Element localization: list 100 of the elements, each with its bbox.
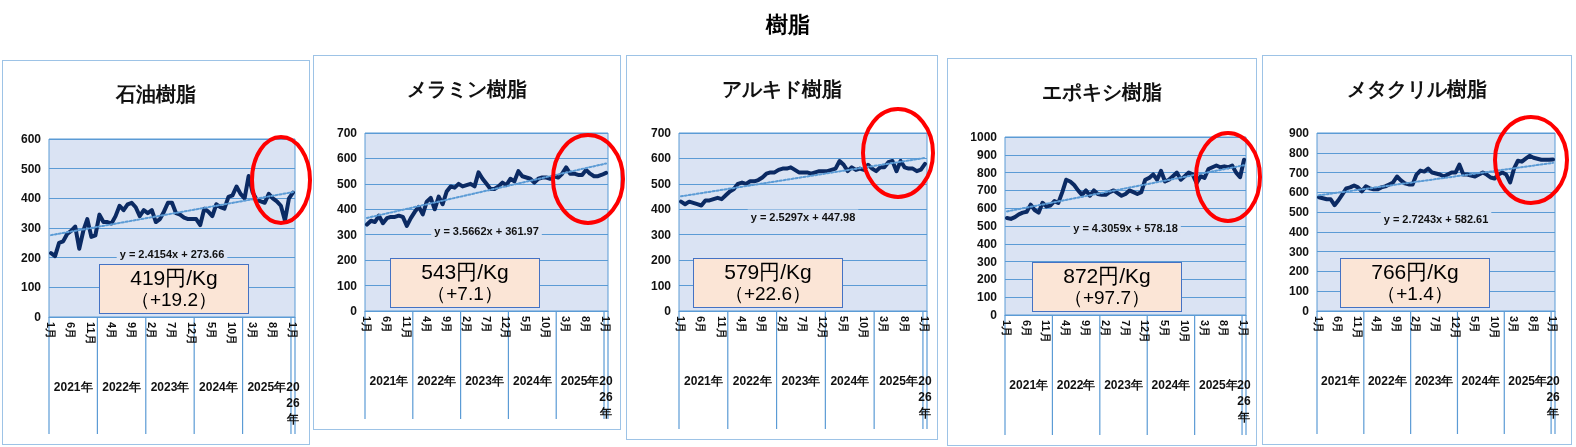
y-tick-label: 300 — [976, 254, 998, 269]
y-tick-label: 600 — [336, 151, 358, 166]
y-tick-label: 0 — [1302, 304, 1310, 318]
x-tick-label: 5月 — [1159, 320, 1172, 338]
x-tick-label: 2月 — [460, 316, 473, 334]
text: 2026年 — [1546, 374, 1561, 420]
x-tick-label: 4月 — [1371, 316, 1384, 334]
x-tick-label: 9月 — [1079, 320, 1092, 338]
y-tick-label: 500 — [20, 161, 42, 176]
text: 2024年 — [512, 374, 552, 388]
annotation: 766円/Kg — [1370, 260, 1460, 283]
y-tick-label: 700 — [650, 126, 672, 140]
text: 2023年 — [465, 374, 504, 388]
x-tick-label: 8月 — [1218, 320, 1231, 338]
y-tick-label: 1000 — [970, 130, 998, 144]
x-tick-label: 6月 — [695, 316, 708, 334]
x-tick-label: 1月 — [45, 322, 58, 340]
y-tick-label: 900 — [976, 147, 998, 162]
y-tick-label: 0 — [664, 304, 672, 318]
y-tick-label: 200 — [336, 253, 358, 268]
text: y = 4.3059x + 578.18 — [1073, 222, 1178, 235]
y-tick-label: 400 — [1288, 224, 1310, 239]
text: 2025年 — [1508, 374, 1548, 388]
text: 2022年 — [732, 374, 772, 388]
annotation: （+19.2） — [129, 289, 219, 311]
y-tick-label: 0 — [990, 308, 998, 322]
y-tick-label: 400 — [650, 202, 672, 217]
x-tick-label: 2月 — [1099, 320, 1112, 338]
x-tick-label: 1月 — [918, 316, 931, 334]
x-tick-label: 3月 — [1508, 316, 1521, 334]
x-tick-label: 9月 — [125, 322, 138, 340]
x-tick-label: 1月 — [1547, 316, 1560, 334]
x-tick-label: 9月 — [1390, 316, 1403, 334]
y-tick-label: 300 — [20, 221, 42, 235]
text: 2021年 — [1009, 378, 1049, 392]
y-tick-label: 0 — [350, 304, 358, 318]
text: 2026年 — [285, 380, 300, 426]
x-tick-label: 6月 — [380, 316, 393, 334]
x-tick-label: 10月 — [226, 322, 239, 346]
chart-title: メラミン樹脂 — [406, 78, 527, 100]
x-tick-label: 2月 — [776, 316, 789, 334]
x-tick-label: 10月 — [857, 316, 870, 340]
text: 2022年 — [417, 374, 457, 388]
y-tick-label: 600 — [20, 132, 42, 146]
text: 2023年 — [781, 374, 821, 388]
annotation: 579円/Kg — [723, 260, 813, 283]
chart-title: アルキド樹脂 — [721, 78, 842, 100]
y-tick-label: 800 — [976, 165, 998, 180]
text: 2021年 — [684, 374, 723, 388]
y-tick-label: 300 — [1288, 244, 1310, 259]
x-tick-label: 1月 — [675, 316, 688, 334]
text: 2023年 — [1104, 378, 1143, 392]
line-series — [679, 158, 927, 208]
x-tick-label: 2月 — [145, 322, 158, 340]
y-tick-label: 100 — [650, 278, 672, 293]
y-tick-label: 900 — [1288, 126, 1310, 140]
chart-title: 石油樹脂 — [114, 83, 196, 105]
x-tick-label: 5月 — [206, 322, 219, 340]
annotation: 872円/Kg — [1062, 264, 1152, 287]
annotation: （+7.1） — [426, 283, 504, 305]
y-tick-label: 500 — [336, 176, 358, 191]
x-tick-label: 12月 — [1139, 320, 1152, 344]
y-tick-label: 200 — [650, 253, 672, 268]
text: 2023年 — [1414, 374, 1454, 388]
annotation: （+97.7） — [1062, 287, 1152, 309]
text: 2026年 — [1237, 378, 1252, 424]
x-tick-label: 5月 — [520, 316, 533, 334]
x-tick-label: 1月 — [286, 322, 299, 340]
y-tick-label: 400 — [20, 191, 42, 206]
y-tick-label: 0 — [34, 310, 42, 324]
x-tick-label: 4月 — [736, 316, 749, 334]
text: 2021年 — [369, 374, 409, 388]
text: 2023年 — [150, 380, 190, 394]
line-series — [49, 174, 295, 259]
x-tick-label: 9月 — [440, 316, 453, 334]
text: 2025年 — [1198, 378, 1238, 392]
annotation: （+22.6） — [723, 283, 813, 305]
y-tick-label: 700 — [976, 183, 998, 198]
x-tick-label: 11月 — [1351, 316, 1364, 339]
x-tick-label: 1月 — [1238, 320, 1251, 338]
x-tick-label: 12月 — [1449, 316, 1462, 340]
text: 2026年 — [599, 374, 613, 420]
series-label: y = 3.5662x + 361.97 — [434, 224, 539, 237]
text: 樹脂 — [764, 11, 811, 39]
x-tick-label: 9月 — [756, 316, 769, 334]
y-tick-label: 100 — [20, 280, 42, 295]
x-tick-label: 4月 — [1060, 320, 1073, 338]
text: y = 2.7243x + 582.61 — [1383, 213, 1489, 226]
x-tick-label: 10月 — [1178, 320, 1191, 344]
y-tick-label: 600 — [650, 151, 672, 166]
y-tick-label: 500 — [650, 176, 672, 191]
x-tick-label: 1月 — [1000, 320, 1013, 338]
x-tick-label: 4月 — [420, 316, 433, 334]
y-tick-label: 100 — [336, 278, 358, 293]
y-tick-label: 600 — [976, 201, 998, 216]
x-tick-label: 11月 — [1040, 320, 1053, 343]
annotation: 419円/Kg — [129, 266, 219, 289]
x-tick-label: 12月 — [817, 316, 830, 340]
y-tick-label: 500 — [976, 219, 998, 233]
text: y = 2.5297x + 447.98 — [750, 211, 856, 224]
